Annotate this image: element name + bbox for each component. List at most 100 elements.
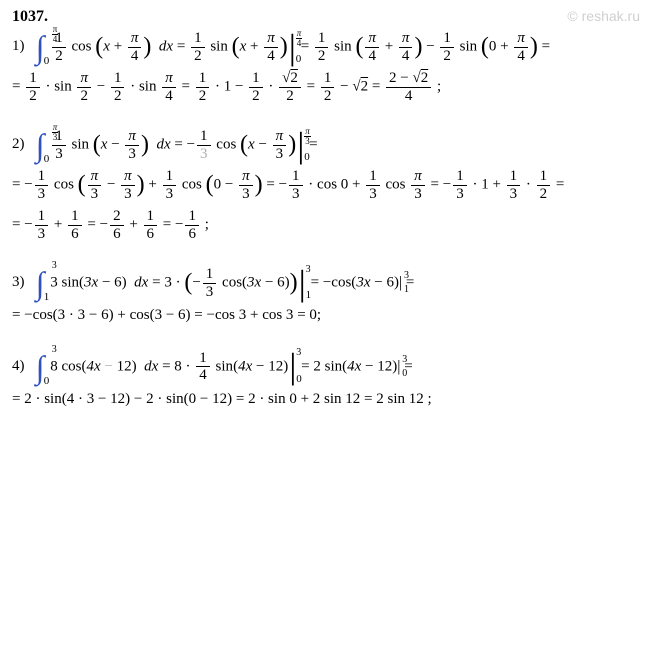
t: 3 bbox=[296, 348, 301, 357]
p1-ev-lo: 0 bbox=[296, 55, 302, 65]
p1-x2: x bbox=[240, 38, 247, 54]
t: 0 bbox=[402, 369, 407, 379]
lparen-icon: ( bbox=[232, 33, 240, 59]
problem-2: 2) ∫ π3 0 13 sin (x − π3) dx = −13 cos (… bbox=[12, 128, 640, 242]
t: 3 bbox=[197, 146, 211, 163]
t: 1 bbox=[44, 292, 50, 303]
t: dx bbox=[144, 358, 158, 374]
t: 4 bbox=[386, 88, 431, 105]
lparen-icon: ( bbox=[355, 33, 363, 59]
eval-bar-icon: | π3 0 bbox=[297, 129, 304, 161]
p1-shift-num: π bbox=[128, 30, 142, 48]
t: 1 bbox=[203, 266, 217, 284]
rparen-icon: ) bbox=[137, 171, 145, 197]
p2-line2: = −13 cos (π3 − π3) + 13 cos (0 − π3) = … bbox=[12, 168, 640, 202]
t: 1 bbox=[26, 70, 40, 88]
t: 1 bbox=[507, 168, 521, 186]
t: 4 bbox=[514, 48, 528, 65]
p1-x: x bbox=[103, 38, 110, 54]
rparen-icon: ) bbox=[288, 131, 296, 157]
t: 2 bbox=[77, 88, 91, 105]
t: 3 bbox=[52, 345, 57, 355]
content: 1) ∫ π4 0 12 cos (x + π4) dx = 12 sin (x… bbox=[0, 30, 652, 409]
p3-line1: 3) ∫ 3 1 3 sin(3x − 6) dx = 3 · (−13 cos… bbox=[12, 266, 640, 300]
t: cos 3 bbox=[215, 307, 246, 323]
p1-lower: 0 bbox=[44, 56, 50, 67]
problem-3: 3) ∫ 3 1 3 sin(3x − 6) dx = 3 · (−13 cos… bbox=[12, 266, 640, 326]
t: 1 bbox=[196, 350, 210, 368]
eval-bar-icon: | 3 1 bbox=[299, 267, 306, 299]
t: π bbox=[162, 70, 176, 88]
lparen-icon: ( bbox=[78, 171, 86, 197]
eval-bar-small-icon: |31 bbox=[399, 275, 402, 291]
t: 2 sin 12 bbox=[376, 391, 424, 407]
p1-s2-num: π bbox=[264, 30, 278, 48]
t: π bbox=[411, 168, 425, 186]
t: 1 bbox=[321, 70, 335, 88]
p4-line2: = 2 · sin(4 · 3 − 12) − 2 · sin(0 − 12) … bbox=[12, 390, 640, 410]
t: 3 bbox=[411, 186, 425, 203]
t: 2 bbox=[315, 48, 329, 65]
t: 3 bbox=[366, 186, 380, 203]
t: 6 bbox=[110, 226, 124, 243]
t: 1 bbox=[111, 70, 125, 88]
t: 3 bbox=[50, 274, 58, 290]
t: 3 bbox=[52, 261, 57, 271]
t: 3 bbox=[453, 186, 467, 203]
sin: sin bbox=[334, 38, 352, 54]
watermark: © reshak.ru bbox=[567, 8, 640, 24]
t: 0 bbox=[296, 375, 302, 385]
t: 1 bbox=[196, 70, 210, 88]
t: 3 bbox=[239, 186, 253, 203]
integral-icon: ∫ 3 1 bbox=[36, 267, 45, 299]
t: dx bbox=[156, 136, 170, 152]
t: 0 bbox=[44, 154, 50, 165]
p1-shift-den: 4 bbox=[128, 48, 142, 65]
t: cos bbox=[386, 176, 406, 192]
p4-label: 4) bbox=[12, 357, 32, 377]
lparen-icon: ( bbox=[184, 269, 192, 295]
lparen-icon: ( bbox=[240, 131, 248, 157]
t: x bbox=[248, 136, 255, 152]
p1-a-den: 2 bbox=[191, 48, 205, 65]
eval-bar-small-icon: |30 bbox=[397, 359, 400, 375]
t: √2 bbox=[279, 70, 301, 88]
t: π bbox=[77, 70, 91, 88]
rparen-icon: ) bbox=[143, 33, 151, 59]
t: 1 bbox=[224, 78, 232, 94]
eval-bar-icon: | π4 0 bbox=[289, 31, 296, 63]
t: 1 bbox=[144, 208, 158, 226]
zero: 0 bbox=[489, 38, 497, 54]
p3-label: 3) bbox=[12, 273, 32, 293]
t: 6 bbox=[68, 226, 82, 243]
t: 3 bbox=[304, 137, 311, 146]
t: 3 bbox=[163, 186, 177, 203]
p1-dx: dx bbox=[159, 38, 173, 54]
t: sin bbox=[62, 274, 80, 290]
rparen-icon: ) bbox=[255, 171, 263, 197]
t: 3 bbox=[52, 146, 66, 163]
t: 1 bbox=[163, 168, 177, 186]
t: 1 bbox=[35, 168, 49, 186]
t: 1 bbox=[68, 208, 82, 226]
t: 1 bbox=[35, 208, 49, 226]
t: 1 bbox=[185, 208, 199, 226]
cos: cos bbox=[216, 136, 236, 152]
t: 2 bbox=[361, 78, 369, 94]
t: 6 bbox=[185, 226, 199, 243]
p2-line1: 2) ∫ π3 0 13 sin (x − π3) dx = −13 cos (… bbox=[12, 128, 640, 162]
problem-number-header: 1037. bbox=[0, 0, 652, 30]
t: 3 bbox=[125, 146, 139, 163]
sin: sin bbox=[460, 38, 478, 54]
t: 3 bbox=[507, 186, 521, 203]
t: 2 bbox=[111, 88, 125, 105]
t: 1 bbox=[315, 30, 329, 48]
t: 2 bbox=[440, 48, 454, 65]
t: 2 · sin(0 − 12) bbox=[146, 391, 232, 407]
t: π bbox=[125, 128, 139, 146]
t: π bbox=[88, 168, 102, 186]
t: 1 bbox=[537, 168, 551, 186]
p1-c-den: 2 bbox=[52, 48, 66, 65]
t: 2 bbox=[321, 88, 335, 105]
p3-line2: = −cos(3 · 3 − 6) + cos(3 − 6) = −cos 3 … bbox=[12, 306, 640, 326]
